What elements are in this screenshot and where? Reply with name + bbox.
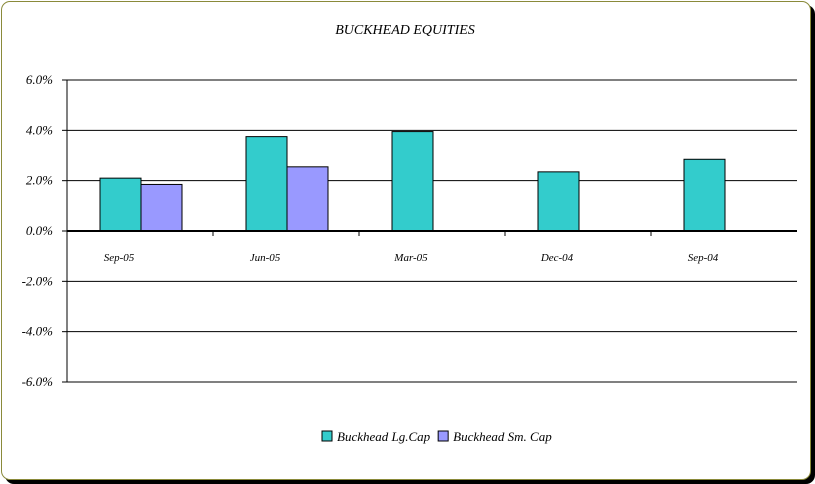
legend-label: Buckhead Sm. Cap (453, 429, 552, 444)
bar-sm-cap-sep-05 (140, 183, 183, 232)
legend-swatch (437, 430, 449, 442)
y-tick-label: -6.0% (22, 374, 54, 389)
legend: Buckhead Lg.Cap Buckhead Sm. Cap (321, 429, 552, 444)
gridlines (67, 79, 797, 383)
x-axis-ticks: Sep-05 Jun-05 Mar-05 Dec-04 Sep-04 (104, 231, 719, 264)
y-tick-label: 2.0% (26, 173, 53, 188)
y-tick-label: 4.0% (26, 122, 53, 137)
y-tick-label: -4.0% (22, 324, 54, 339)
legend-swatch (321, 430, 333, 442)
x-tick-label: Jun-05 (250, 252, 281, 264)
bar-lg-cap-mar-05 (391, 131, 434, 232)
y-tick-label: 6.0% (26, 72, 53, 87)
x-tick-label: Sep-04 (688, 252, 719, 264)
bar-lg-cap-sep-04 (683, 158, 726, 232)
x-tick-label: Mar-05 (393, 252, 428, 264)
axes (66, 80, 797, 382)
chart-title: BUCKHEAD EQUITIES (335, 23, 475, 38)
y-axis-ticks: 6.0% 4.0% 2.0% 0.0% -2.0% -4.0% -6.0% (22, 72, 67, 389)
bar-sm-cap-jun-05 (286, 166, 329, 232)
y-tick-label: -2.0% (22, 273, 54, 288)
bar-lg-cap-jun-05 (245, 136, 288, 232)
x-tick-label: Sep-05 (104, 252, 135, 264)
legend-label: Buckhead Lg.Cap (337, 429, 431, 444)
y-tick-label: 0.0% (26, 223, 53, 238)
x-tick-label: Dec-04 (540, 252, 574, 264)
bar-lg-cap-dec-04 (537, 171, 580, 232)
bar-lg-cap-sep-05 (99, 177, 142, 232)
bars (99, 131, 726, 232)
